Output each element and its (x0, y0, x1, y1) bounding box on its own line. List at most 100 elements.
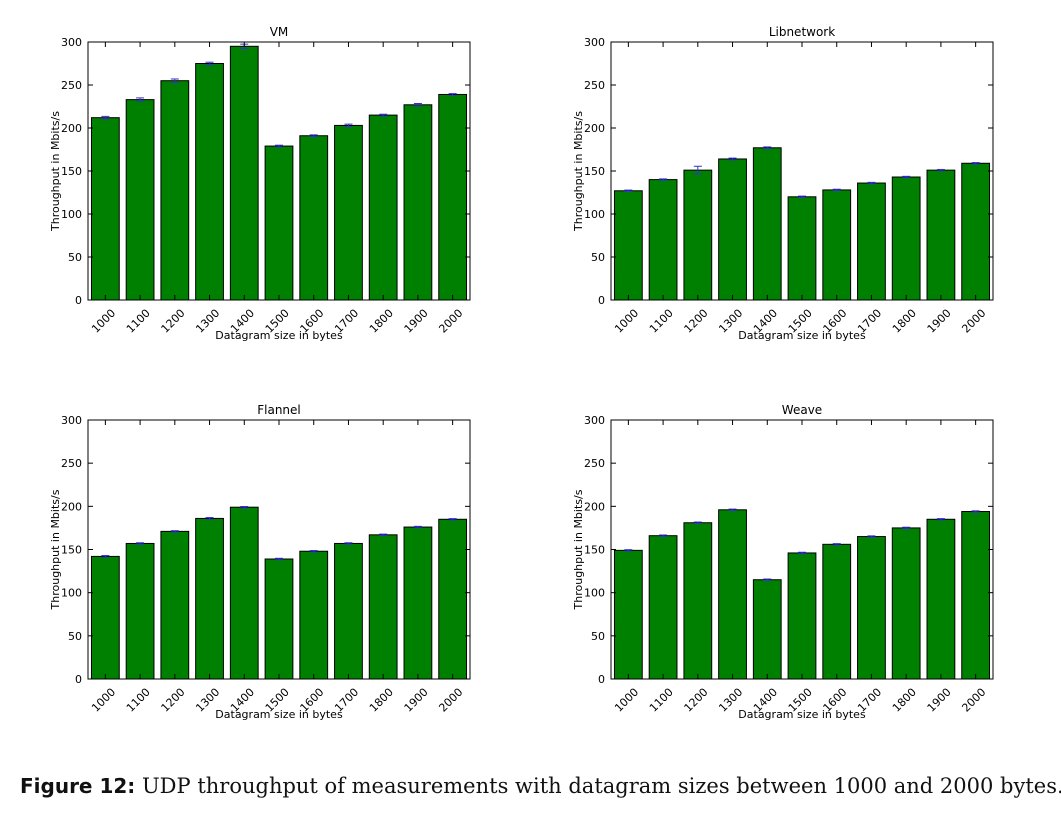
bar-1300 (718, 509, 747, 680)
x-tick-label: 1000 (89, 307, 118, 336)
y-tick-label: 0 (75, 673, 82, 686)
bar-1500 (264, 145, 294, 301)
y-axis-label: Throughput in Mbits/s (49, 489, 62, 610)
bar-2000 (438, 93, 468, 301)
y-tick-label: 300 (61, 414, 82, 427)
error-bar-1900 (936, 168, 945, 172)
x-axis-label: Datagram size in bytes (738, 708, 866, 721)
chart-title: Libnetwork (769, 25, 835, 39)
error-bar-1200 (693, 165, 702, 175)
x-tick-label: 1000 (89, 686, 118, 715)
bar-1400 (229, 506, 259, 680)
y-tick-label: 300 (584, 36, 605, 49)
x-tick-label: 1000 (612, 686, 641, 715)
bar-1200 (160, 80, 190, 301)
error-bar-1900 (936, 518, 945, 521)
y-tick-label: 200 (61, 122, 82, 135)
error-bar-1200 (170, 78, 179, 83)
bar-1000 (90, 555, 120, 680)
bar-1500 (264, 558, 294, 680)
chart-title: VM (270, 25, 289, 39)
x-tick-label: 2000 (959, 686, 988, 715)
error-bar-1000 (624, 189, 633, 192)
bar-2000 (961, 162, 991, 301)
bar-1800 (368, 534, 398, 680)
bar-1700 (857, 536, 886, 680)
error-bar-1800 (379, 533, 388, 537)
bar-1100 (648, 179, 678, 301)
x-tick-label: 2000 (959, 307, 988, 336)
x-tick-label: 1200 (682, 307, 711, 336)
error-bar-1900 (413, 525, 422, 529)
error-bar-1200 (170, 530, 179, 533)
y-tick-label: 50 (591, 630, 605, 643)
error-bar-1800 (902, 175, 911, 179)
bar-1600 (822, 189, 852, 301)
y-tick-label: 200 (584, 122, 605, 135)
bar-1900 (926, 518, 956, 680)
error-bar-1000 (624, 549, 633, 552)
error-bar-1500 (798, 551, 806, 555)
error-bar-1200 (693, 521, 702, 524)
x-tick-label: 1100 (124, 686, 153, 715)
bar-1500 (787, 196, 817, 301)
x-tick-label: 2000 (436, 686, 465, 715)
bar-1800 (891, 527, 921, 680)
x-axis-label: Datagram size in bytes (738, 329, 866, 342)
bar-1300 (718, 158, 747, 301)
x-tick-label: 1200 (682, 686, 711, 715)
y-tick-label: 100 (61, 587, 82, 600)
error-bar-1300 (728, 157, 737, 161)
y-tick-label: 150 (584, 165, 605, 178)
bar-1100 (648, 535, 678, 680)
caption-label: Figure 12: (20, 774, 136, 798)
bar-1300 (195, 517, 224, 680)
bar-1800 (891, 176, 921, 301)
bar-1700 (857, 182, 886, 301)
bar-2000 (961, 511, 991, 680)
error-bar-1100 (136, 542, 145, 545)
y-tick-label: 100 (584, 587, 605, 600)
y-tick-label: 300 (61, 36, 82, 49)
x-tick-label: 2000 (436, 307, 465, 336)
bar-1700 (334, 542, 363, 680)
y-tick-label: 0 (598, 673, 605, 686)
y-tick-label: 50 (68, 630, 82, 643)
bar-1900 (926, 169, 956, 301)
error-bar-1600 (832, 188, 841, 192)
bar-1800 (368, 114, 398, 301)
x-tick-label: 1800 (367, 686, 396, 715)
y-tick-label: 150 (61, 165, 82, 178)
error-bar-1500 (798, 195, 806, 198)
error-bar-1400 (240, 506, 249, 509)
error-bar-2000 (448, 518, 457, 521)
x-tick-label: 1100 (647, 307, 676, 336)
error-bar-1700 (344, 542, 353, 545)
error-bar-1000 (101, 115, 110, 120)
error-bar-1700 (867, 535, 876, 538)
error-bar-1500 (275, 144, 283, 148)
error-bar-1800 (902, 526, 911, 530)
error-bar-1600 (832, 543, 841, 546)
bar-1600 (299, 135, 329, 301)
chart-title: Weave (782, 403, 822, 417)
x-tick-label: 1200 (159, 307, 188, 336)
x-tick-label: 1900 (402, 307, 431, 336)
y-tick-label: 100 (61, 208, 82, 221)
y-tick-label: 250 (61, 79, 82, 92)
y-axis-label: Throughput in Mbits/s (49, 111, 62, 232)
error-bar-1600 (309, 134, 318, 138)
y-tick-label: 200 (584, 500, 605, 513)
error-bar-1100 (659, 534, 668, 537)
caption-text: UDP throughput of measurements with data… (141, 774, 1061, 798)
y-axis-label: Throughput in Mbits/s (572, 489, 585, 610)
bar-1000 (613, 549, 643, 680)
error-bar-1300 (205, 61, 214, 66)
bar-1700 (334, 124, 363, 301)
y-tick-label: 0 (598, 294, 605, 307)
error-bar-1500 (275, 557, 283, 561)
error-bar-1400 (763, 578, 772, 581)
